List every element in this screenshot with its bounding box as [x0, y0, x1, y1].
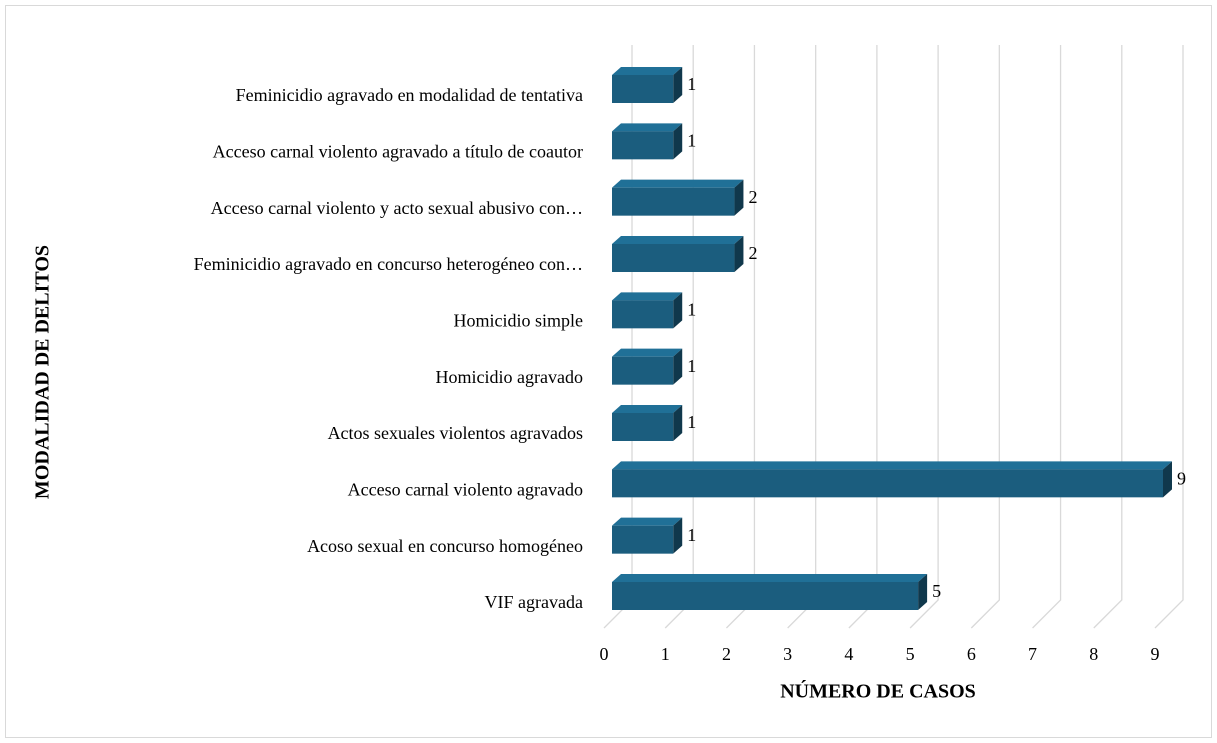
grid-line: [1032, 45, 1062, 629]
bar: [612, 356, 674, 385]
bar-side: [673, 348, 683, 385]
bar-top: [612, 179, 744, 188]
grid-line: [909, 45, 939, 629]
bar-side: [734, 236, 744, 272]
y-tick-label: Feminicidio agravado en concurso heterog…: [194, 254, 583, 274]
x-tick-label: 8: [1089, 644, 1098, 664]
data-label: 5: [932, 581, 941, 601]
grid-line: [787, 45, 817, 629]
data-label: 1: [687, 356, 696, 376]
data-label: 2: [748, 187, 757, 207]
x-axis-title: NÚMERO DE CASOS: [780, 679, 976, 703]
y-tick-label: Acceso carnal violento agravado: [348, 479, 583, 499]
bar-top: [612, 517, 683, 526]
bar-top: [612, 236, 744, 244]
bar-top: [612, 123, 683, 132]
bar: [612, 525, 674, 554]
bar: [612, 244, 735, 272]
data-label: 1: [687, 525, 696, 545]
bar-side: [673, 405, 683, 441]
bar: [612, 469, 1163, 498]
x-tick-label: 4: [844, 644, 853, 664]
x-tick-label: 9: [1151, 644, 1160, 664]
data-label: 2: [748, 243, 757, 263]
y-axis-title: MODALIDAD DE DELITOS: [32, 245, 54, 499]
x-tick-label: 6: [967, 644, 976, 664]
bar-side: [918, 574, 928, 610]
data-label: 1: [687, 130, 696, 150]
bar-top: [612, 292, 683, 301]
bar: [612, 75, 674, 103]
bar-side: [673, 292, 683, 329]
bar-side: [673, 517, 683, 554]
y-tick-label: Homicidio agravado: [436, 367, 583, 387]
y-tick-label: Homicidio simple: [454, 310, 584, 330]
x-tick-label: 3: [783, 644, 792, 664]
bar: [612, 131, 674, 160]
x-tick-label: 1: [661, 644, 670, 664]
bar-side: [673, 123, 683, 160]
bar: [612, 413, 674, 441]
bar-side: [734, 179, 744, 216]
bar: [612, 187, 735, 216]
x-tick-label: 7: [1028, 644, 1037, 664]
grid-line: [970, 45, 1000, 629]
y-tick-label: Acceso carnal violento agravado a título…: [213, 141, 583, 161]
data-label: 1: [687, 412, 696, 432]
y-tick-label: Acceso carnal violento y acto sexual abu…: [211, 198, 583, 218]
bar-top: [612, 574, 928, 582]
y-tick-label: VIF agravada: [485, 592, 583, 612]
data-label: 9: [1177, 468, 1186, 488]
chart-border: [5, 5, 1212, 738]
y-tick-label: Acoso sexual en concurso homogéneo: [307, 536, 583, 556]
data-label: 1: [687, 299, 696, 319]
data-label: 1: [687, 74, 696, 94]
grid-line: [848, 45, 878, 629]
bar-top: [612, 348, 683, 357]
grid-line: [1154, 45, 1184, 629]
grid-line: [1093, 45, 1123, 629]
bar: [612, 582, 919, 610]
x-tick-label: 5: [906, 644, 915, 664]
bar: [612, 300, 674, 329]
x-tick-label: 0: [600, 644, 609, 664]
bar-top: [612, 461, 1172, 470]
bar-top: [612, 67, 683, 75]
y-tick-label: Actos sexuales violentos agravados: [328, 423, 583, 443]
y-tick-label: Feminicidio agravado en modalidad de ten…: [236, 85, 583, 105]
bar-top: [612, 405, 683, 413]
bar-side: [673, 67, 683, 103]
x-tick-label: 2: [722, 644, 731, 664]
grid-line: [725, 45, 756, 629]
bar-side: [1163, 461, 1172, 498]
